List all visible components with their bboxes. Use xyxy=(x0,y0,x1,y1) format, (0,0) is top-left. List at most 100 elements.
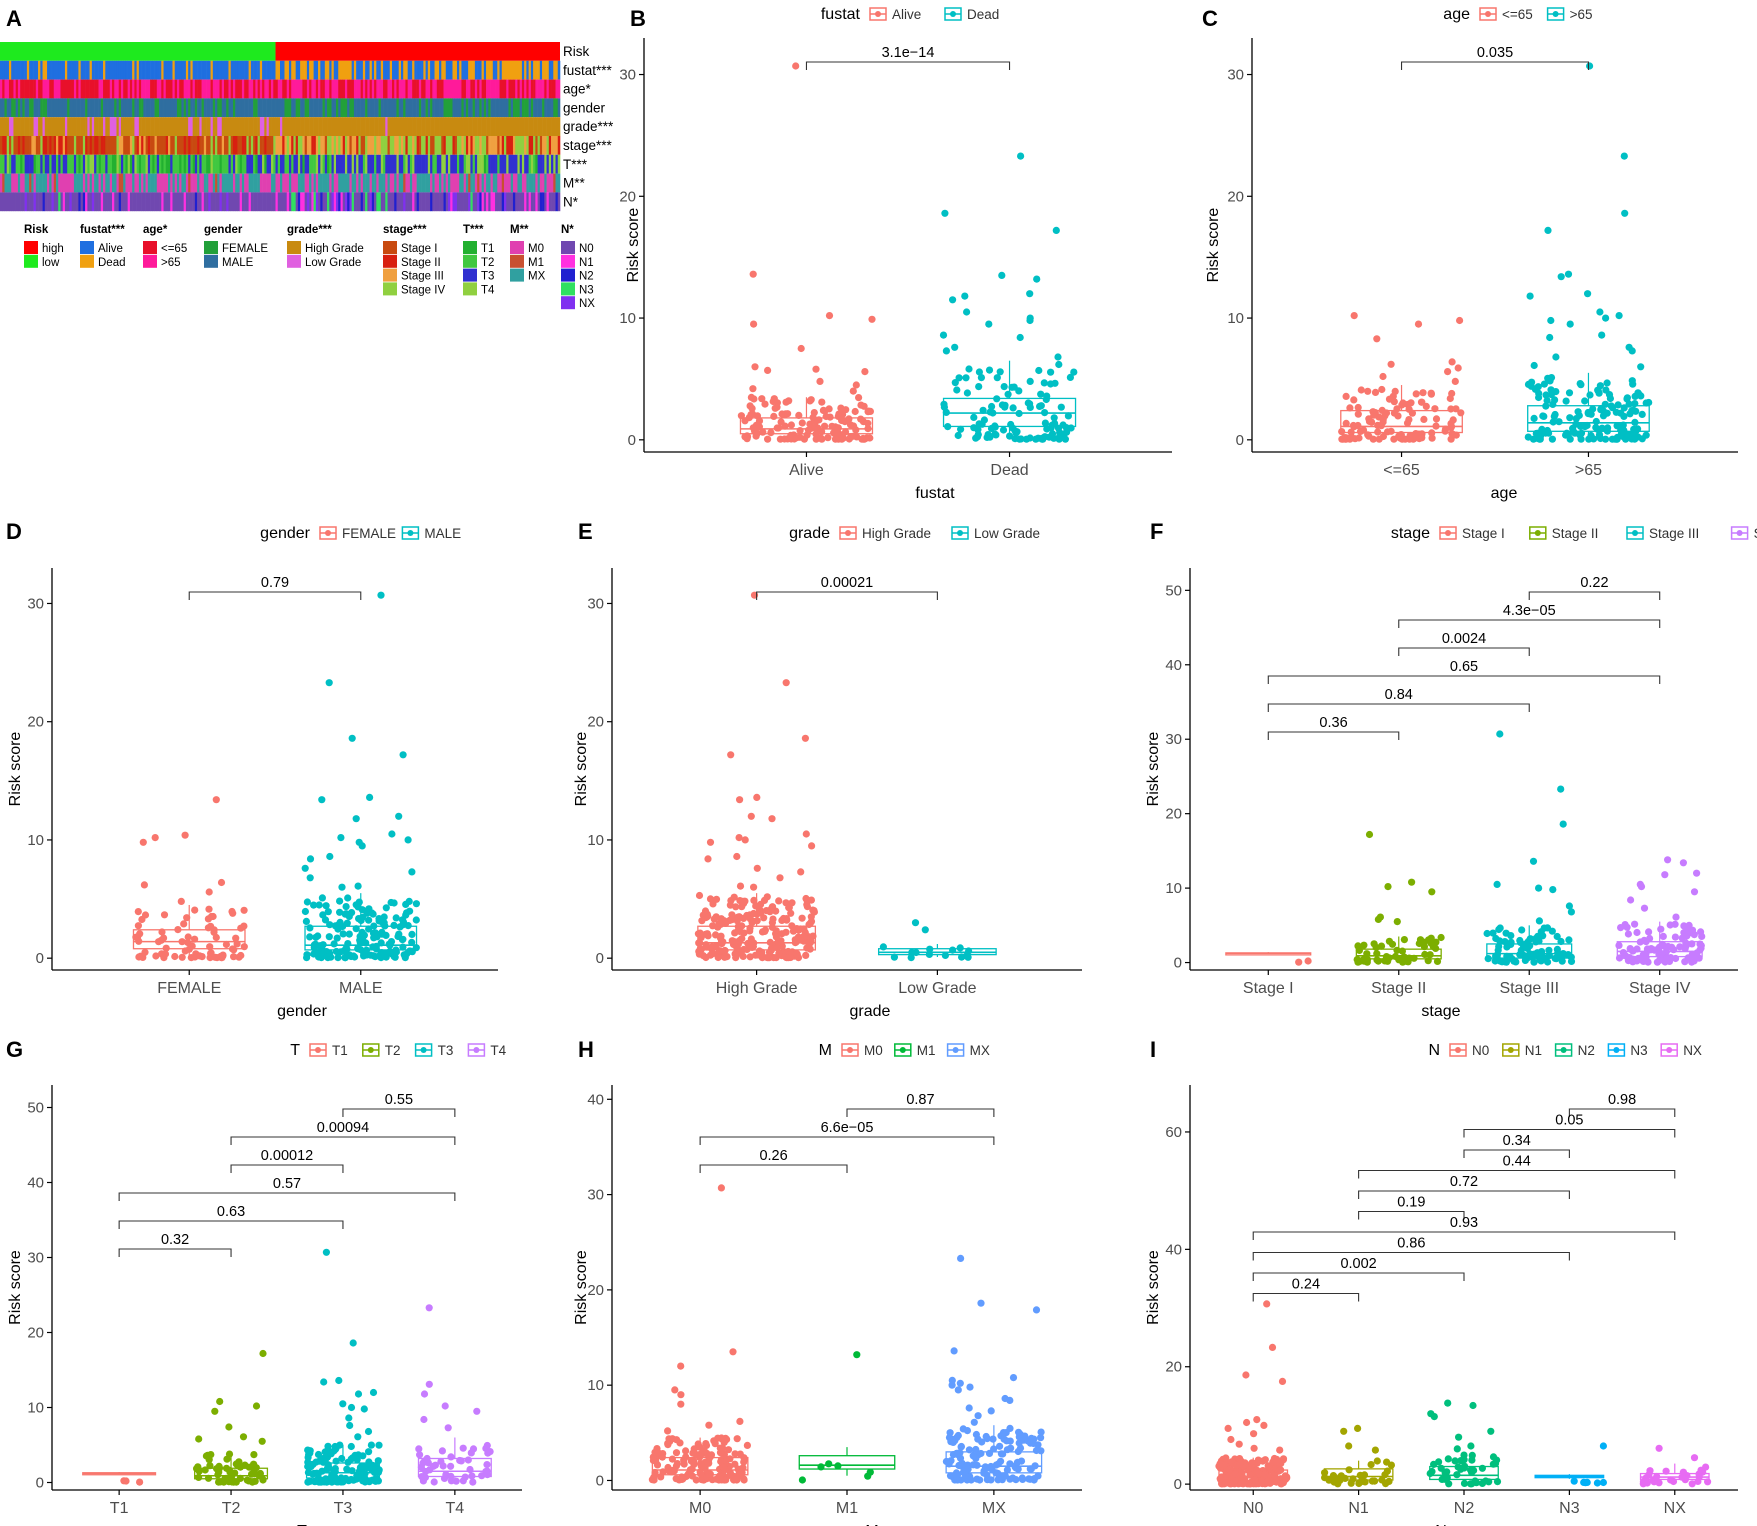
data-point xyxy=(755,423,764,431)
heatmap-cell xyxy=(273,154,276,174)
heatmap-cell xyxy=(277,117,281,136)
heatmap-cell xyxy=(159,173,162,193)
y-tick-label: 10 xyxy=(1165,880,1182,897)
heatmap-track-label: age* xyxy=(563,82,592,97)
data-point xyxy=(807,396,815,404)
heatmap-cell xyxy=(344,60,348,80)
heatmap-cell xyxy=(51,173,55,193)
heatmap-cell xyxy=(230,136,234,155)
heatmap-cell xyxy=(76,154,79,174)
heatmap-cell xyxy=(217,136,220,155)
heatmap-cell xyxy=(0,60,3,80)
heatmap-cell xyxy=(288,192,292,212)
data-point xyxy=(1546,377,1554,385)
heatmap-cell xyxy=(445,136,449,155)
heatmap-cell xyxy=(118,192,122,212)
heatmap-cell xyxy=(448,173,451,193)
heatmap-cell xyxy=(425,154,429,174)
heatmap-cell xyxy=(490,154,494,174)
bracket-line xyxy=(188,591,362,600)
data-point xyxy=(344,1458,352,1466)
heatmap-cell xyxy=(400,117,404,136)
heatmap-cell xyxy=(499,60,503,80)
heatmap-cell xyxy=(100,60,104,80)
heatmap-cell xyxy=(143,192,146,212)
heatmap-cell xyxy=(371,117,375,136)
heatmap-cell xyxy=(304,192,308,212)
heatmap-cell xyxy=(409,60,413,80)
heatmap-cell xyxy=(392,192,395,212)
data-point xyxy=(375,1441,383,1449)
heatmap-track-stage xyxy=(0,136,561,155)
data-point xyxy=(994,1469,1002,1477)
heatmap-cell xyxy=(459,136,462,155)
heatmap-cell xyxy=(96,117,99,136)
data-point xyxy=(809,932,817,940)
heatmap-cell xyxy=(524,154,527,174)
heatmap-cell xyxy=(145,117,149,136)
heatmap-cell xyxy=(528,192,532,212)
heatmap-cell xyxy=(320,136,323,155)
heatmap-cell xyxy=(360,173,364,193)
heatmap-cell xyxy=(26,98,30,118)
heatmap-cell xyxy=(145,98,149,118)
heatmap-cell xyxy=(132,117,135,136)
heatmap-cell xyxy=(479,60,482,80)
data-point xyxy=(360,1405,368,1413)
y-tick-label: 20 xyxy=(27,714,44,731)
heatmap-cell xyxy=(418,192,422,212)
data-point xyxy=(824,434,832,442)
data-point xyxy=(1615,312,1623,320)
heatmap-cell xyxy=(219,60,223,80)
p-value-label: 0.24 xyxy=(1292,1277,1320,1293)
heatmap-cell xyxy=(206,117,209,136)
heatmap-cell xyxy=(544,173,547,193)
data-point xyxy=(213,1465,221,1473)
heatmap-cell xyxy=(461,60,464,80)
heatmap-cell xyxy=(22,60,25,80)
heatmap-cell xyxy=(215,192,218,212)
heatmap-cell xyxy=(190,60,193,80)
data-point xyxy=(1421,950,1429,959)
data-point xyxy=(1242,1371,1250,1379)
heatmap-cell xyxy=(80,98,84,118)
heatmap-cell xyxy=(479,154,482,174)
legend-swatch xyxy=(383,282,397,296)
data-point xyxy=(345,1414,353,1422)
heatmap-cell xyxy=(161,117,164,136)
data-point xyxy=(1350,396,1358,404)
heatmap-cell xyxy=(349,154,352,174)
heatmap-cell xyxy=(224,79,227,99)
data-point xyxy=(1410,954,1418,962)
data-point xyxy=(1671,933,1679,941)
bracket-line xyxy=(699,1136,995,1145)
heatmap-cell xyxy=(333,79,337,99)
heatmap-cell xyxy=(474,79,478,99)
data-point xyxy=(1590,435,1598,443)
data-point xyxy=(1387,1461,1395,1469)
legend-title: fustat xyxy=(821,6,861,23)
data-point xyxy=(726,1471,734,1479)
data-point xyxy=(1629,432,1637,440)
heatmap-cell xyxy=(64,173,68,193)
heatmap-cell xyxy=(344,154,348,174)
heatmap-cell xyxy=(380,173,384,193)
heatmap-cell xyxy=(76,98,79,118)
heatmap-cell xyxy=(123,117,126,136)
data-point xyxy=(1252,1480,1260,1488)
heatmap-cell xyxy=(112,173,115,193)
data-point xyxy=(1355,943,1363,951)
data-point xyxy=(1551,396,1559,404)
heatmap-cell xyxy=(365,192,368,212)
p-value-label: 0.0024 xyxy=(1442,631,1486,647)
heatmap-cell xyxy=(58,173,61,193)
heatmap-cell xyxy=(365,79,368,99)
heatmap-cell xyxy=(474,117,478,136)
heatmap-cell xyxy=(56,60,59,80)
data-point xyxy=(793,950,801,958)
heatmap-cell xyxy=(237,173,240,193)
bracket-line xyxy=(1267,703,1530,712)
data-point xyxy=(1456,316,1464,325)
data-point xyxy=(757,909,765,917)
